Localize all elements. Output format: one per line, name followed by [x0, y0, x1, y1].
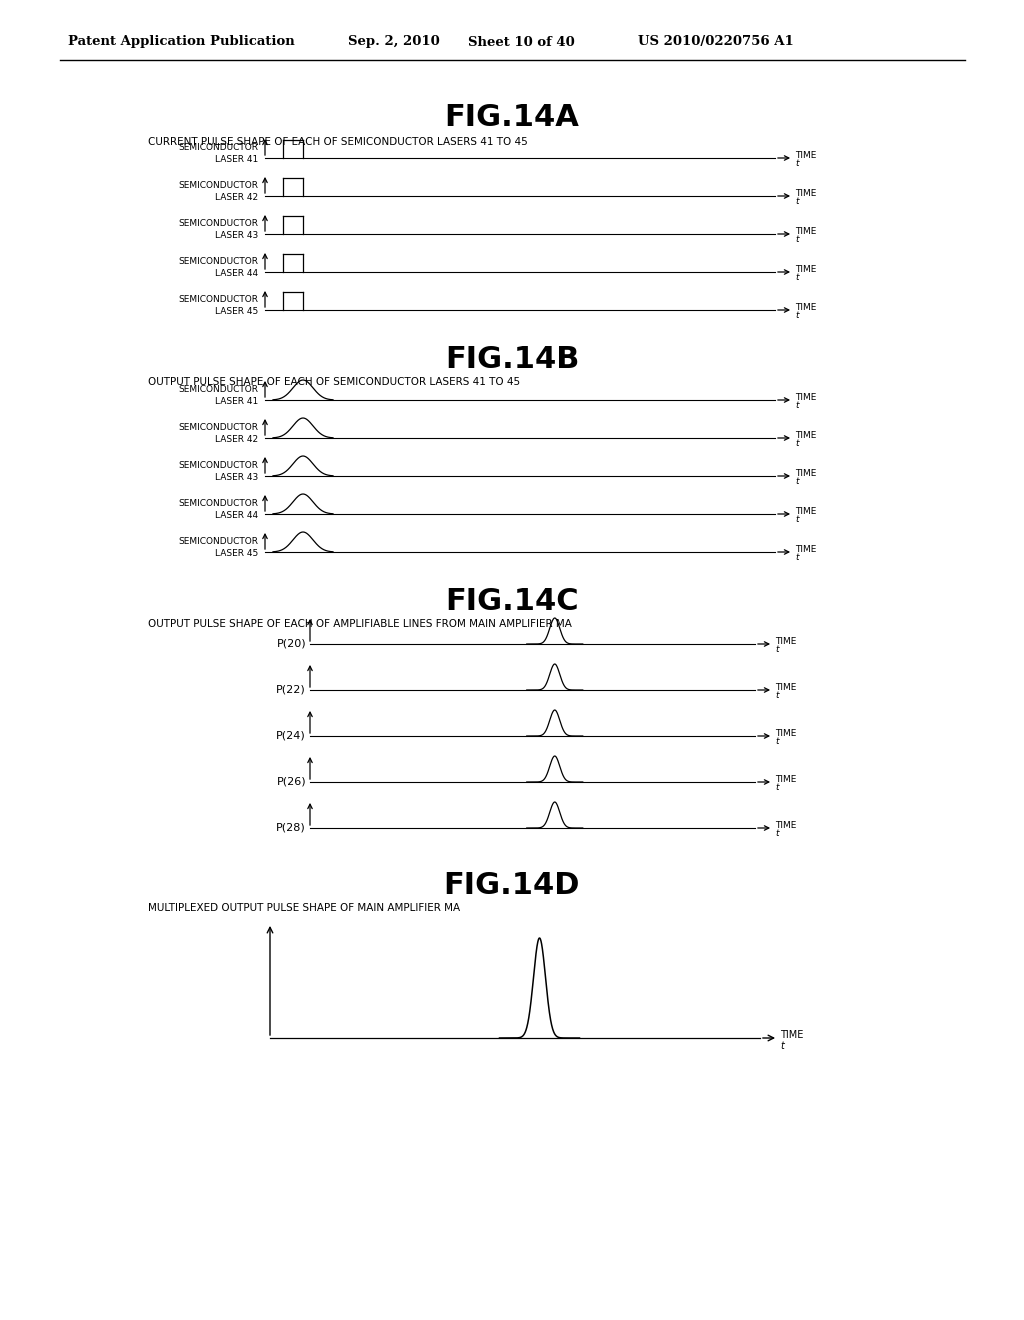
Text: TIME: TIME — [795, 392, 816, 401]
Text: P(26): P(26) — [276, 777, 306, 787]
Text: Patent Application Publication: Patent Application Publication — [68, 36, 295, 49]
Text: SEMICONDUCTOR: SEMICONDUCTOR — [178, 537, 258, 546]
Text: LASER 43: LASER 43 — [215, 474, 258, 483]
Text: t: t — [795, 312, 799, 321]
Text: t: t — [795, 160, 799, 169]
Text: t: t — [795, 401, 799, 411]
Text: TIME: TIME — [775, 729, 797, 738]
Text: t: t — [775, 645, 778, 655]
Text: LASER 42: LASER 42 — [215, 194, 258, 202]
Text: SEMICONDUCTOR: SEMICONDUCTOR — [178, 257, 258, 267]
Text: OUTPUT PULSE SHAPE OF EACH OF SEMICONDUCTOR LASERS 41 TO 45: OUTPUT PULSE SHAPE OF EACH OF SEMICONDUC… — [148, 378, 520, 387]
Text: TIME: TIME — [775, 775, 797, 784]
Text: TIME: TIME — [775, 821, 797, 829]
Text: LASER 45: LASER 45 — [215, 308, 258, 317]
Text: SEMICONDUCTOR: SEMICONDUCTOR — [178, 144, 258, 153]
Text: P(20): P(20) — [276, 639, 306, 649]
Text: TIME: TIME — [795, 507, 816, 516]
Text: t: t — [795, 440, 799, 449]
Text: t: t — [795, 235, 799, 244]
Text: TIME: TIME — [795, 150, 816, 160]
Text: FIG.14C: FIG.14C — [445, 587, 579, 616]
Text: t: t — [795, 553, 799, 562]
Text: LASER 43: LASER 43 — [215, 231, 258, 240]
Text: FIG.14B: FIG.14B — [444, 346, 580, 375]
Text: LASER 45: LASER 45 — [215, 549, 258, 558]
Text: SEMICONDUCTOR: SEMICONDUCTOR — [178, 424, 258, 433]
Text: US 2010/0220756 A1: US 2010/0220756 A1 — [638, 36, 794, 49]
Text: SEMICONDUCTOR: SEMICONDUCTOR — [178, 499, 258, 508]
Text: LASER 44: LASER 44 — [215, 511, 258, 520]
Text: FIG.14D: FIG.14D — [443, 871, 581, 900]
Text: t: t — [795, 273, 799, 282]
Text: TIME: TIME — [775, 636, 797, 645]
Text: TIME: TIME — [795, 430, 816, 440]
Text: SEMICONDUCTOR: SEMICONDUCTOR — [178, 181, 258, 190]
Text: TIME: TIME — [795, 544, 816, 553]
Text: SEMICONDUCTOR: SEMICONDUCTOR — [178, 296, 258, 305]
Text: FIG.14A: FIG.14A — [444, 103, 580, 132]
Text: TIME: TIME — [795, 189, 816, 198]
Text: t: t — [795, 478, 799, 487]
Text: t: t — [780, 1041, 784, 1051]
Text: LASER 44: LASER 44 — [215, 269, 258, 279]
Text: TIME: TIME — [780, 1030, 804, 1040]
Text: TIME: TIME — [775, 682, 797, 692]
Text: MULTIPLEXED OUTPUT PULSE SHAPE OF MAIN AMPLIFIER MA: MULTIPLEXED OUTPUT PULSE SHAPE OF MAIN A… — [148, 903, 460, 913]
Text: t: t — [775, 829, 778, 838]
Text: TIME: TIME — [795, 302, 816, 312]
Text: TIME: TIME — [795, 264, 816, 273]
Text: Sheet 10 of 40: Sheet 10 of 40 — [468, 36, 574, 49]
Text: TIME: TIME — [795, 227, 816, 235]
Text: LASER 41: LASER 41 — [215, 397, 258, 407]
Text: CURRENT PULSE SHAPE OF EACH OF SEMICONDUCTOR LASERS 41 TO 45: CURRENT PULSE SHAPE OF EACH OF SEMICONDU… — [148, 137, 527, 147]
Text: t: t — [775, 738, 778, 747]
Text: P(22): P(22) — [276, 685, 306, 696]
Text: t: t — [795, 198, 799, 206]
Text: P(28): P(28) — [276, 822, 306, 833]
Text: t: t — [795, 516, 799, 524]
Text: SEMICONDUCTOR: SEMICONDUCTOR — [178, 219, 258, 228]
Text: LASER 42: LASER 42 — [215, 436, 258, 445]
Text: t: t — [775, 784, 778, 792]
Text: Sep. 2, 2010: Sep. 2, 2010 — [348, 36, 439, 49]
Text: LASER 41: LASER 41 — [215, 156, 258, 165]
Text: SEMICONDUCTOR: SEMICONDUCTOR — [178, 385, 258, 395]
Text: P(24): P(24) — [276, 731, 306, 741]
Text: SEMICONDUCTOR: SEMICONDUCTOR — [178, 462, 258, 470]
Text: t: t — [775, 692, 778, 701]
Text: TIME: TIME — [795, 469, 816, 478]
Text: OUTPUT PULSE SHAPE OF EACH OF AMPLIFIABLE LINES FROM MAIN AMPLIFIER MA: OUTPUT PULSE SHAPE OF EACH OF AMPLIFIABL… — [148, 619, 571, 630]
